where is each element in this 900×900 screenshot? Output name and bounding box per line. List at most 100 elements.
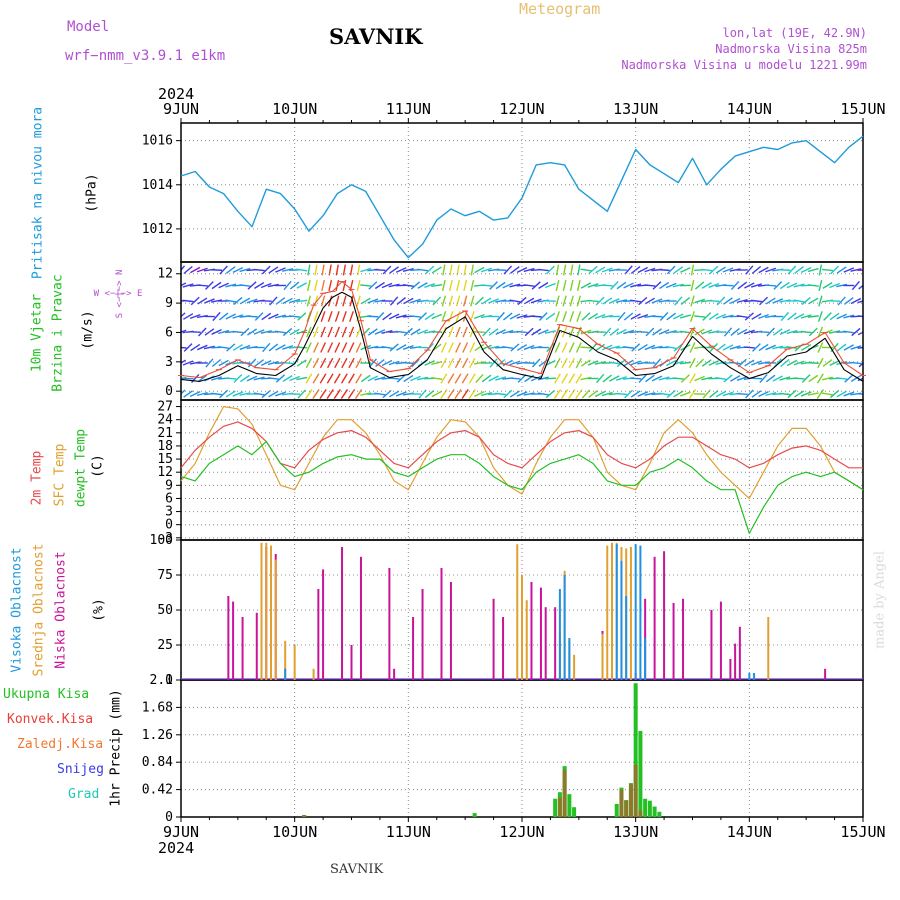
mid-cloud-bar (521, 575, 523, 680)
wind-arrow (751, 313, 762, 320)
mid-cloud-bar (601, 633, 604, 680)
wind-arrow (321, 279, 326, 292)
wind-arrow (189, 331, 201, 333)
wind-arrow (616, 358, 627, 368)
wind-arrow (569, 295, 574, 307)
wind-arrow (638, 374, 648, 383)
x-label-top: 12JUN (499, 100, 544, 118)
wind-arrow (562, 311, 568, 322)
wind-arrow (694, 298, 706, 304)
wind-arrow (313, 295, 319, 307)
wind-arrow (489, 358, 498, 368)
wind-arrow (381, 359, 393, 367)
wind-arrow (765, 297, 776, 305)
wind-arrow (355, 342, 362, 353)
wind-arrow (418, 389, 427, 399)
wind-arrow (631, 343, 641, 352)
wind-arrow (544, 330, 556, 334)
wind-arrow (274, 330, 287, 334)
wind-arrow (673, 266, 684, 274)
wind-arrow (722, 314, 734, 319)
wind-arrow (538, 312, 548, 321)
temp-ytick-label: 27 (157, 400, 173, 415)
wind-arrow (260, 330, 272, 334)
wind-arrow (787, 312, 797, 321)
wind-arrow (587, 299, 599, 303)
wind-arrow (509, 390, 520, 398)
precip-label-hail: Grad (68, 787, 100, 802)
high-cloud-bar (748, 673, 751, 680)
wind-arrow (268, 390, 279, 398)
wind-arrow (454, 389, 462, 399)
wind-arrow (374, 329, 386, 335)
wind-arrow (793, 299, 805, 303)
wind-arrow (495, 329, 506, 335)
wind-arrow (253, 329, 265, 335)
wind-arrow (857, 300, 863, 304)
wind-arrow (509, 313, 521, 320)
low-cloud-bar (719, 601, 722, 680)
precip-label-conv: Konvek.Kisa (7, 712, 94, 727)
wind-arrow (570, 264, 574, 276)
wind-arrow (523, 392, 535, 396)
wind-arrow (261, 312, 272, 321)
dewpt-line (180, 441, 864, 535)
wind-arrow (469, 357, 476, 369)
pressure-ytick-label: 1016 (142, 134, 173, 149)
wind-arrow (537, 329, 549, 335)
wind-arrow (616, 376, 627, 381)
total-rain-bar (567, 794, 572, 817)
wind-arrow (723, 374, 733, 383)
high-cloud-bar (284, 668, 287, 680)
wind-arrow (197, 374, 208, 383)
wind-arrow (340, 389, 349, 399)
wind-arrow (320, 311, 326, 322)
wind-arrow (355, 373, 363, 384)
total-rain-bar (572, 807, 577, 817)
wind-arrow (431, 313, 443, 320)
low-cloud-bar (824, 668, 827, 680)
wind-arrow (509, 377, 521, 380)
wind-arrow (651, 298, 663, 304)
wind-arrow (360, 392, 372, 396)
wind-arrow (381, 345, 393, 350)
wind-arrow (225, 377, 237, 380)
wind-arrow (537, 376, 549, 381)
wind-arrow (388, 283, 400, 288)
wind-arrow (644, 267, 656, 273)
wind-arrow (502, 346, 514, 349)
wind-arrow (615, 392, 627, 396)
wind-arrow (448, 311, 454, 322)
wind-arrow (601, 267, 613, 273)
wind-arrow (722, 267, 734, 273)
wind-arrow (537, 392, 549, 396)
wind-arrow (296, 359, 307, 367)
total-rain-bar (647, 800, 652, 817)
wind-arrow (822, 282, 833, 289)
wind-arrow (637, 391, 649, 397)
wind-arrow (758, 331, 770, 333)
wind-arrow (616, 281, 627, 290)
wind-arrow (758, 313, 769, 320)
wind-arrow (360, 374, 371, 383)
wind-arrow (480, 284, 493, 287)
wind-arrow (523, 284, 535, 287)
wind-arrow (829, 330, 841, 334)
mid-cloud-bar (629, 547, 632, 680)
wind-arrow (375, 312, 385, 321)
wind-arrow (409, 298, 421, 304)
wind-arrow (473, 331, 485, 333)
footer-station: SAVNIK (330, 862, 384, 877)
wind-arrow (502, 282, 514, 289)
wind-arrow (765, 284, 777, 287)
wind-arrow (523, 267, 535, 273)
wind-arrow (843, 344, 854, 351)
wind-arrow (772, 375, 783, 382)
wind-arrow (296, 282, 307, 289)
wind-arrow (644, 344, 656, 351)
wind-arrow (367, 298, 379, 304)
wind-arrow (680, 297, 691, 305)
wind-arrow (474, 266, 485, 274)
wind-arrow (666, 312, 677, 321)
